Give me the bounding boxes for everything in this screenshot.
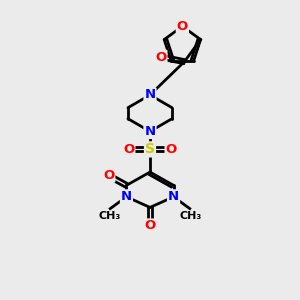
Text: O: O	[144, 220, 156, 232]
Text: O: O	[123, 143, 134, 156]
Text: N: N	[144, 125, 156, 138]
Text: N: N	[144, 88, 156, 101]
Text: CH₃: CH₃	[98, 211, 121, 221]
Text: CH₃: CH₃	[179, 211, 202, 221]
Text: N: N	[168, 190, 179, 203]
Text: O: O	[155, 51, 166, 64]
Text: O: O	[166, 143, 177, 156]
Text: N: N	[121, 190, 132, 203]
Text: O: O	[177, 20, 188, 33]
Text: O: O	[103, 169, 114, 182]
Text: S: S	[145, 142, 155, 156]
